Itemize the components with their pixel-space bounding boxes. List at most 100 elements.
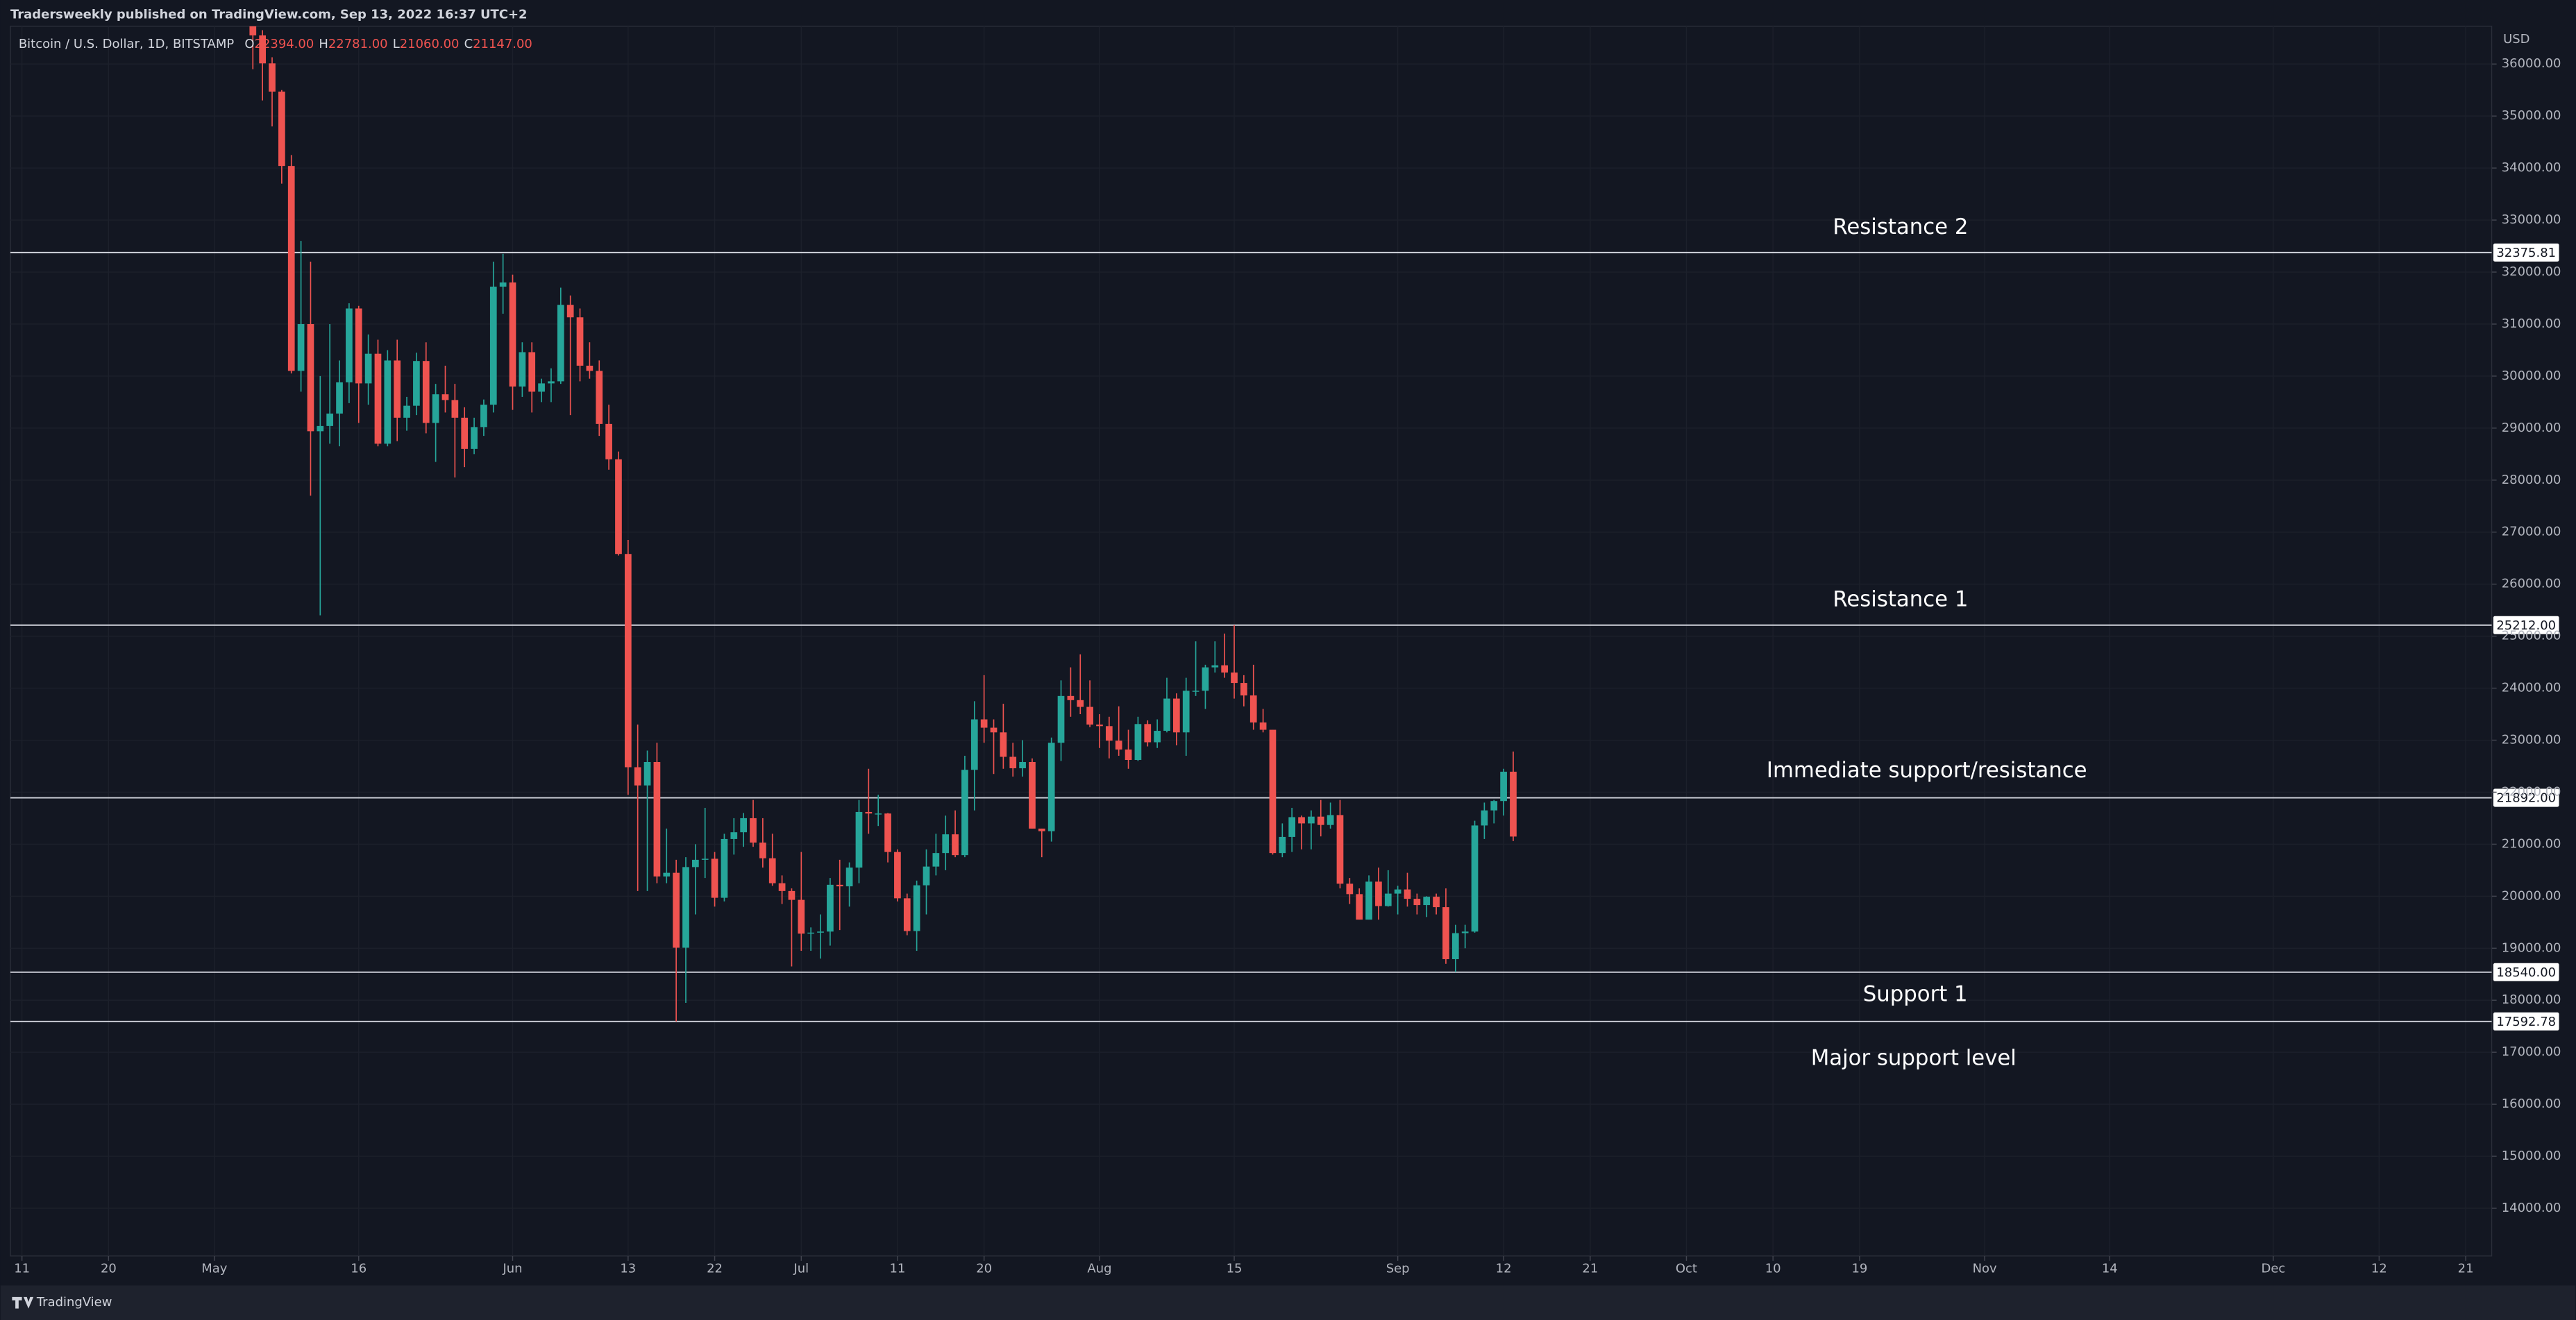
level-price-box bbox=[2493, 788, 2559, 807]
candle-body bbox=[788, 890, 795, 900]
candle-body bbox=[566, 305, 574, 318]
candle-body bbox=[1047, 743, 1055, 831]
candle-body bbox=[750, 818, 757, 843]
grid bbox=[10, 26, 2492, 1256]
x-tick-label: 12 bbox=[1496, 1262, 1512, 1276]
candle-body bbox=[1327, 815, 1334, 825]
ohlc-key: L bbox=[393, 37, 400, 51]
candle-body bbox=[1144, 724, 1152, 743]
candle-body bbox=[855, 811, 863, 868]
candle-body bbox=[1038, 828, 1045, 831]
candle-body bbox=[259, 35, 266, 64]
candle-body bbox=[1279, 836, 1286, 854]
candle-body bbox=[1404, 889, 1411, 899]
candle-body bbox=[875, 813, 882, 815]
candle-body bbox=[961, 770, 968, 856]
candle-body bbox=[355, 308, 362, 384]
ohlc-value: 22394.00 bbox=[255, 37, 314, 51]
candle-body bbox=[1096, 725, 1103, 727]
candle-body bbox=[682, 867, 689, 948]
candle-body bbox=[740, 818, 748, 833]
y-tick-label: 32000.00 bbox=[2502, 264, 2561, 279]
x-tick-label: Jul bbox=[793, 1262, 809, 1276]
y-tick-label: 30000.00 bbox=[2502, 369, 2561, 383]
x-tick-label: 20 bbox=[101, 1262, 117, 1276]
candle-body bbox=[576, 317, 584, 366]
x-tick-label: 20 bbox=[976, 1262, 992, 1276]
level-price-box bbox=[2493, 243, 2559, 262]
candle-body bbox=[865, 811, 873, 814]
candle-body bbox=[249, 26, 257, 36]
level-annotation: Immediate support/resistance bbox=[1767, 758, 2087, 783]
candle-body bbox=[1433, 897, 1440, 908]
candle-body bbox=[346, 308, 353, 382]
x-tick-label: 16 bbox=[351, 1262, 367, 1276]
x-tick-label: Nov bbox=[1973, 1262, 1997, 1276]
symbol-line: Bitcoin / U.S. Dollar, 1D, BITSTAMP O223… bbox=[19, 37, 532, 51]
ohlc-value: 21060.00 bbox=[400, 37, 460, 51]
candle-body bbox=[1029, 762, 1036, 829]
candle-body bbox=[1154, 731, 1161, 743]
candle-body bbox=[884, 813, 891, 852]
candle-body bbox=[1346, 883, 1354, 895]
candle-body bbox=[691, 859, 699, 868]
y-tick-label: 29000.00 bbox=[2502, 421, 2561, 435]
y-tick-label: 31000.00 bbox=[2502, 316, 2561, 331]
x-tick-label: Sep bbox=[1386, 1262, 1410, 1276]
level-price-label: 17592.78 bbox=[2496, 1015, 2556, 1029]
candle-body bbox=[817, 931, 824, 933]
candle-body bbox=[1211, 665, 1219, 668]
candle-body bbox=[451, 400, 459, 418]
candle-body bbox=[1423, 897, 1431, 906]
level-annotation: Major support level bbox=[1811, 1046, 2017, 1071]
y-tick-label: 24000.00 bbox=[2502, 681, 2561, 695]
candle-body bbox=[1510, 771, 1517, 837]
candle-body bbox=[980, 719, 988, 728]
x-tick-label: 13 bbox=[620, 1262, 636, 1276]
candle-body bbox=[1249, 695, 1257, 723]
y-tick-label: 22000.00 bbox=[2502, 784, 2561, 799]
candle-body bbox=[1240, 683, 1247, 696]
x-tick-label: 19 bbox=[1851, 1262, 1867, 1276]
candle-body bbox=[1173, 698, 1180, 733]
candle-body bbox=[894, 852, 901, 899]
candle-body bbox=[1442, 907, 1449, 960]
y-tick-label: 18000.00 bbox=[2502, 992, 2561, 1007]
candle-body bbox=[1105, 726, 1113, 741]
candle-body bbox=[317, 425, 324, 432]
candle-body bbox=[374, 353, 382, 444]
candle-body bbox=[759, 843, 766, 858]
y-tick-label: 25000.00 bbox=[2502, 629, 2561, 643]
x-tick-label: 12 bbox=[2371, 1262, 2387, 1276]
candle-body bbox=[1288, 817, 1296, 837]
candle-body bbox=[952, 834, 959, 856]
level-price-label: 18540.00 bbox=[2496, 965, 2556, 980]
candle-body bbox=[1490, 801, 1498, 811]
candle-body bbox=[942, 834, 950, 854]
candle-body bbox=[798, 899, 805, 934]
ohlc-value: 22781.00 bbox=[328, 37, 388, 51]
candle-body bbox=[1365, 881, 1372, 920]
level-annotation: Support 1 bbox=[1863, 981, 1968, 1006]
level-price-label: 25212.00 bbox=[2496, 618, 2556, 633]
y-tick-label: 14000.00 bbox=[2502, 1201, 2561, 1215]
candle-body bbox=[836, 884, 843, 887]
candle-body bbox=[307, 323, 314, 432]
candle-body bbox=[1356, 894, 1363, 920]
x-tick-label: Dec bbox=[2262, 1262, 2286, 1276]
candle-body bbox=[471, 427, 478, 449]
candle-body bbox=[768, 858, 776, 883]
candle-body bbox=[1057, 695, 1065, 743]
candle-body bbox=[1221, 665, 1229, 673]
candle-body bbox=[489, 287, 497, 405]
candle-body bbox=[480, 405, 487, 428]
candle-body bbox=[336, 382, 343, 414]
candle-body bbox=[596, 371, 603, 424]
candle-body bbox=[1077, 700, 1084, 707]
candle-body bbox=[913, 885, 920, 931]
candle-body bbox=[1308, 816, 1315, 824]
candle-body bbox=[673, 872, 680, 948]
candle-body bbox=[990, 727, 997, 733]
candle-body bbox=[586, 365, 594, 371]
